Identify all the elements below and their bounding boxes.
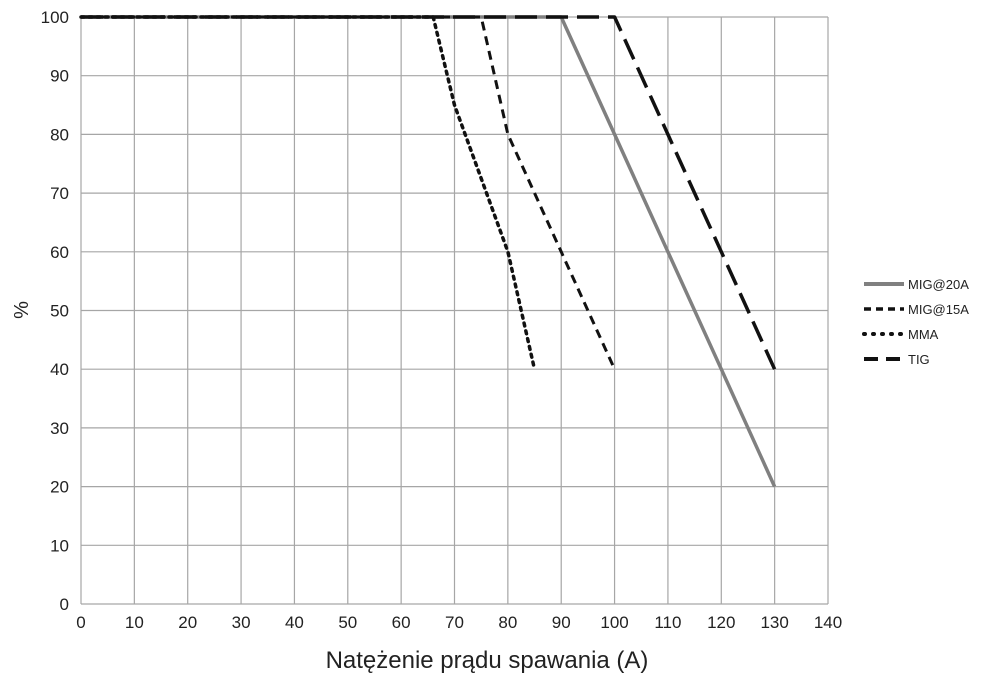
y-tick-label: 60 [50,243,69,262]
series-line-tig [81,15,777,370]
y-tick-labels: 0 10 20 30 40 50 60 70 80 90 100 [41,8,69,614]
legend-label: MMA [908,327,939,342]
y-tick-label: 70 [50,184,69,203]
x-tick-label: 10 [125,613,144,632]
grid [80,16,829,605]
x-tick-label: 20 [178,613,197,632]
legend-label: MIG@15A [908,302,969,317]
x-tick-label: 90 [552,613,571,632]
y-tick-label: 30 [50,419,69,438]
series-lines [79,15,777,488]
x-tick-label: 30 [232,613,251,632]
x-tick-label: 110 [654,613,681,632]
y-tick-label: 80 [50,125,69,144]
series-line-mig-20a [81,15,777,488]
y-tick-label: 10 [50,536,69,555]
y-tick-label: 40 [50,360,69,379]
legend: MIG@20A MIG@15A MMA TIG [862,277,969,367]
legend-label: TIG [908,352,930,367]
x-tick-label: 130 [760,613,788,632]
y-tick-label: 20 [50,478,69,497]
x-tick-label: 100 [600,613,628,632]
y-tick-label: 100 [41,8,69,27]
y-tick-label: 50 [50,302,69,321]
series-line-mig-15a [81,15,616,370]
x-tick-labels: 0 10 20 30 40 50 60 70 80 90 100 110 120 130 140 [76,613,842,632]
y-tick-label: 0 [60,595,69,614]
x-tick-label: 0 [76,613,85,632]
x-tick-label: 140 [814,613,842,632]
y-tick-label: 90 [50,67,69,86]
x-tick-label: 50 [338,613,357,632]
x-tick-label: 120 [707,613,735,632]
x-tick-label: 70 [445,613,464,632]
x-axis-label: Natężenie prądu spawania (A) [326,647,649,674]
y-axis-label: % [11,301,33,319]
x-tick-label: 60 [392,613,411,632]
x-tick-label: 80 [498,613,517,632]
legend-label: MIG@20A [908,277,969,292]
x-tick-label: 40 [285,613,304,632]
